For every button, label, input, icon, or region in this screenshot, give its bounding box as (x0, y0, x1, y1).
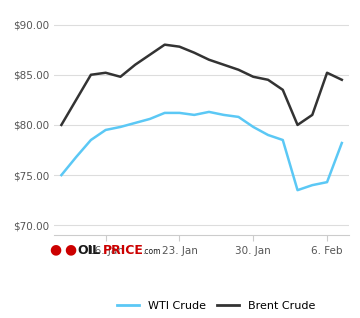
Legend: WTI Crude, Brent Crude: WTI Crude, Brent Crude (113, 297, 320, 315)
Text: .com: .com (142, 247, 161, 256)
Text: ●: ● (50, 242, 62, 256)
Text: PRICE: PRICE (103, 244, 144, 257)
Text: ●: ● (64, 242, 76, 256)
Text: OIL: OIL (77, 244, 100, 257)
